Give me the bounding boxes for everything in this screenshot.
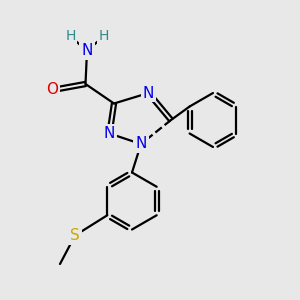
Text: S: S [70, 228, 80, 243]
Text: O: O [46, 82, 58, 98]
Text: N: N [104, 126, 115, 141]
Text: N: N [143, 85, 154, 100]
Text: H: H [98, 29, 109, 43]
Text: N: N [135, 136, 147, 152]
Text: H: H [65, 29, 76, 43]
Text: N: N [81, 44, 93, 59]
